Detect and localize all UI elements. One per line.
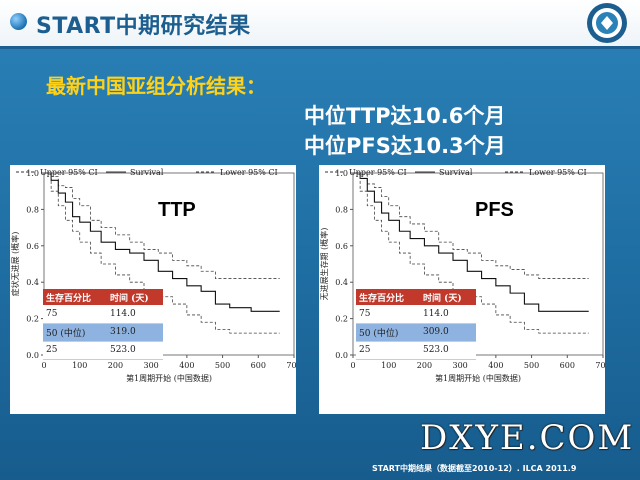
ttp-chart-label: TTP — [158, 199, 196, 221]
y-tick-label: 0.8 — [335, 205, 348, 214]
series-line — [353, 172, 589, 279]
x-tick-label: 600 — [560, 361, 575, 370]
legend-label: Upper 95% CI — [40, 168, 98, 177]
series-line — [44, 172, 280, 279]
y-tick-label: 1.0 — [26, 169, 39, 178]
pfs-chart-panel: 0 100 200 300 400 500 600 700 0.0 0.2 0.4 0.6 0.8 1.0… — [319, 165, 605, 414]
series-line — [353, 172, 589, 312]
life-table-pct: 50 (中位) — [359, 328, 399, 339]
median-pfs-result: 中位PFS达10.3个月 — [304, 134, 506, 158]
y-tick-label: 0.2 — [26, 315, 39, 324]
legend-label: Survival — [130, 168, 164, 177]
x-tick-label: 0 — [41, 361, 46, 370]
ttp-km-chart: 0 100 200 300 400 500 600 700 0.0 0.2 0.4 0.6 0.8 1.0… — [10, 169, 296, 383]
life-table-time: 114.0 — [422, 308, 449, 319]
life-table-pct: 75 — [46, 308, 58, 319]
pfs-chart-label: PFS — [475, 199, 514, 221]
subgroup-heading: 最新中国亚组分析结果： — [46, 74, 266, 98]
life-table-pct: 25 — [359, 345, 371, 355]
life-table-time: 309.0 — [422, 327, 449, 337]
x-tick-label: 200 — [417, 361, 432, 370]
x-axis-label: 第1周期开始 (中国数据) — [126, 373, 212, 383]
x-tick-label: 100 — [381, 361, 396, 370]
x-tick-label: 700 — [286, 361, 296, 370]
y-tick-label: 0.4 — [26, 278, 39, 287]
x-tick-label: 700 — [595, 361, 605, 370]
x-axis-label: 第1周期开始 (中国数据) — [435, 373, 521, 383]
organization-logo-icon — [587, 3, 627, 43]
slide-title: START中期研究结果 — [36, 14, 251, 39]
pfs-life-table: 生存百分比 时间 (天) 75 114.0 50 (中位) 309.0 25 5… — [356, 289, 476, 360]
series-line — [353, 172, 589, 334]
life-table-pct: 50 (中位) — [46, 328, 86, 339]
watermark: DXYE.COM — [420, 418, 635, 458]
y-tick-label: 0.8 — [26, 205, 39, 214]
pfs-chart-legend: Upper 95% CI Survival Lower 95% CI — [325, 168, 587, 177]
life-table-pct: 75 — [359, 308, 371, 319]
slide-footer: START中期结果（数据截至2010-12）. ILCA 2011.9 — [372, 464, 577, 473]
x-tick-label: 300 — [144, 361, 159, 370]
y-tick-label: 0.4 — [335, 278, 348, 287]
x-tick-label: 200 — [108, 361, 123, 370]
life-table-header-pct: 生存百分比 — [359, 293, 405, 304]
y-axis-label: 无进展生存期 (概率) — [319, 228, 329, 301]
x-tick-label: 400 — [488, 361, 503, 370]
y-tick-label: 0.2 — [335, 315, 348, 324]
life-table-time: 114.0 — [109, 308, 136, 319]
life-table-time: 319.0 — [109, 327, 136, 337]
x-tick-label: 600 — [251, 361, 266, 370]
y-tick-label: 0.0 — [335, 351, 348, 360]
x-tick-label: 500 — [524, 361, 539, 370]
y-axis-label: 症状无进展 (概率) — [10, 232, 20, 297]
x-tick-label: 100 — [72, 361, 87, 370]
life-table-header-row: 生存百分比 时间 (天) — [356, 289, 476, 305]
life-table-header-pct: 生存百分比 — [46, 293, 92, 304]
y-tick-label: 0.0 — [26, 351, 39, 360]
x-tick-label: 0 — [350, 361, 355, 370]
x-tick-label: 400 — [179, 361, 194, 370]
plot-frame — [43, 172, 295, 356]
life-table-time: 523.0 — [422, 345, 449, 355]
title-bullet-icon — [10, 13, 27, 30]
legend-label: Lower 95% CI — [529, 168, 587, 177]
slide-header: START中期研究结果 — [0, 0, 640, 49]
life-table-row: 75 114.0 — [356, 305, 476, 323]
ttp-chart-legend: Upper 95% CI Survival Lower 95% CI — [16, 168, 278, 177]
median-ttp-result: 中位TTP达10.6个月 — [304, 104, 506, 128]
legend-label: Survival — [439, 168, 473, 177]
ttp-life-table: 生存百分比 时间 (天) 75 114.0 50 (中位) 319.0 25 5… — [43, 289, 163, 360]
series-line — [44, 172, 280, 334]
y-tick-label: 1.0 — [335, 169, 348, 178]
y-tick-label: 0.6 — [26, 242, 39, 251]
plot-frame — [352, 172, 604, 356]
y-tick-label: 0.6 — [335, 242, 348, 251]
life-table-pct: 25 — [46, 345, 58, 355]
ttp-chart-panel: 0 100 200 300 400 500 600 700 0.0 0.2 0.4 0.6 0.8 1.0… — [10, 165, 296, 414]
life-table-row-median: 50 (中位) 309.0 — [356, 323, 476, 341]
life-table-header-row: 生存百分比 时间 (天) — [43, 289, 163, 305]
life-table-header-time: 时间 (天) — [109, 293, 149, 304]
life-table-time: 523.0 — [109, 345, 136, 355]
legend-label: Lower 95% CI — [220, 168, 278, 177]
x-tick-label: 500 — [215, 361, 230, 370]
series-line — [44, 172, 280, 312]
life-table-row-median: 50 (中位) 319.0 — [43, 323, 163, 341]
life-table-header-time: 时间 (天) — [422, 293, 462, 304]
x-tick-label: 300 — [453, 361, 468, 370]
life-table-row: 25 523.0 — [43, 341, 163, 359]
legend-label: Upper 95% CI — [349, 168, 407, 177]
pfs-km-chart: 0 100 200 300 400 500 600 700 0.0 0.2 0.4 0.6 0.8 1.0… — [319, 169, 605, 383]
life-table-row: 25 523.0 — [356, 341, 476, 359]
life-table-row: 75 114.0 — [43, 305, 163, 323]
